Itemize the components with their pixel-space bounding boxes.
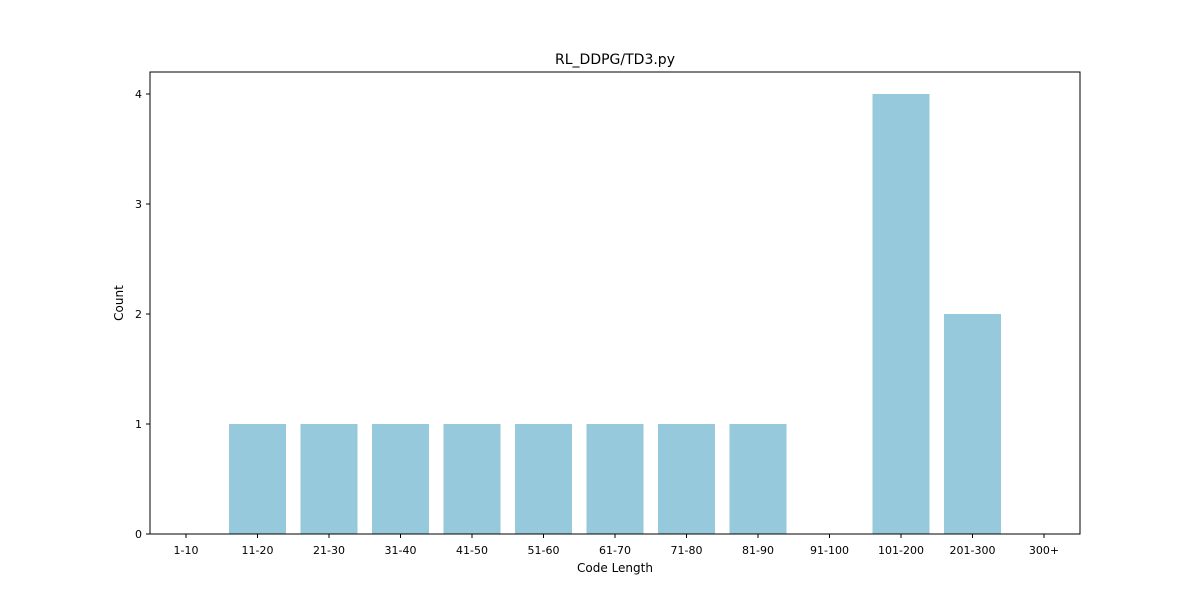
bar-21-30	[300, 424, 358, 534]
x-tick-label: 101-200	[878, 544, 924, 557]
bar-201-300	[944, 314, 1001, 534]
bar-101-200	[872, 94, 930, 534]
plot-frame	[149, 71, 1081, 535]
bar-51-60	[515, 424, 572, 534]
y-tick-label: 0	[135, 528, 142, 541]
bar-11-20	[229, 424, 286, 534]
bars-group	[229, 94, 1001, 534]
x-axis-label: Code Length	[577, 561, 653, 575]
y-axis-label: Count	[112, 285, 126, 321]
x-tick-label: 71-80	[671, 544, 703, 557]
axes-group: 1-10 11-20 21-30 31-40 41-50 51-60 61-70 71-80 8…	[135, 88, 1059, 557]
x-tick-label: 11-20	[242, 544, 274, 557]
x-tick-label: 41-50	[456, 544, 488, 557]
bar-41-50	[443, 424, 501, 534]
x-tick-label: 21-30	[313, 544, 345, 557]
x-tick-label: 51-60	[528, 544, 560, 557]
x-tick-label: 31-40	[385, 544, 417, 557]
x-tick-label: 61-70	[599, 544, 631, 557]
bar-31-40	[372, 424, 429, 534]
bar-81-90	[729, 424, 787, 534]
bar-61-70	[586, 424, 644, 534]
y-tick-label: 2	[135, 308, 142, 321]
x-tick-label: 1-10	[174, 544, 199, 557]
y-tick-label: 1	[135, 418, 142, 431]
y-tick-label: 4	[135, 88, 142, 101]
y-tick-label: 3	[135, 198, 142, 211]
bar-71-80	[658, 424, 715, 534]
x-tick-label: 300+	[1029, 544, 1059, 557]
x-tick-label: 201-300	[950, 544, 996, 557]
chart-title: RL_DDPG/TD3.py	[555, 52, 675, 68]
x-tick-label: 81-90	[742, 544, 774, 557]
x-tick-label: 91-100	[810, 544, 849, 557]
